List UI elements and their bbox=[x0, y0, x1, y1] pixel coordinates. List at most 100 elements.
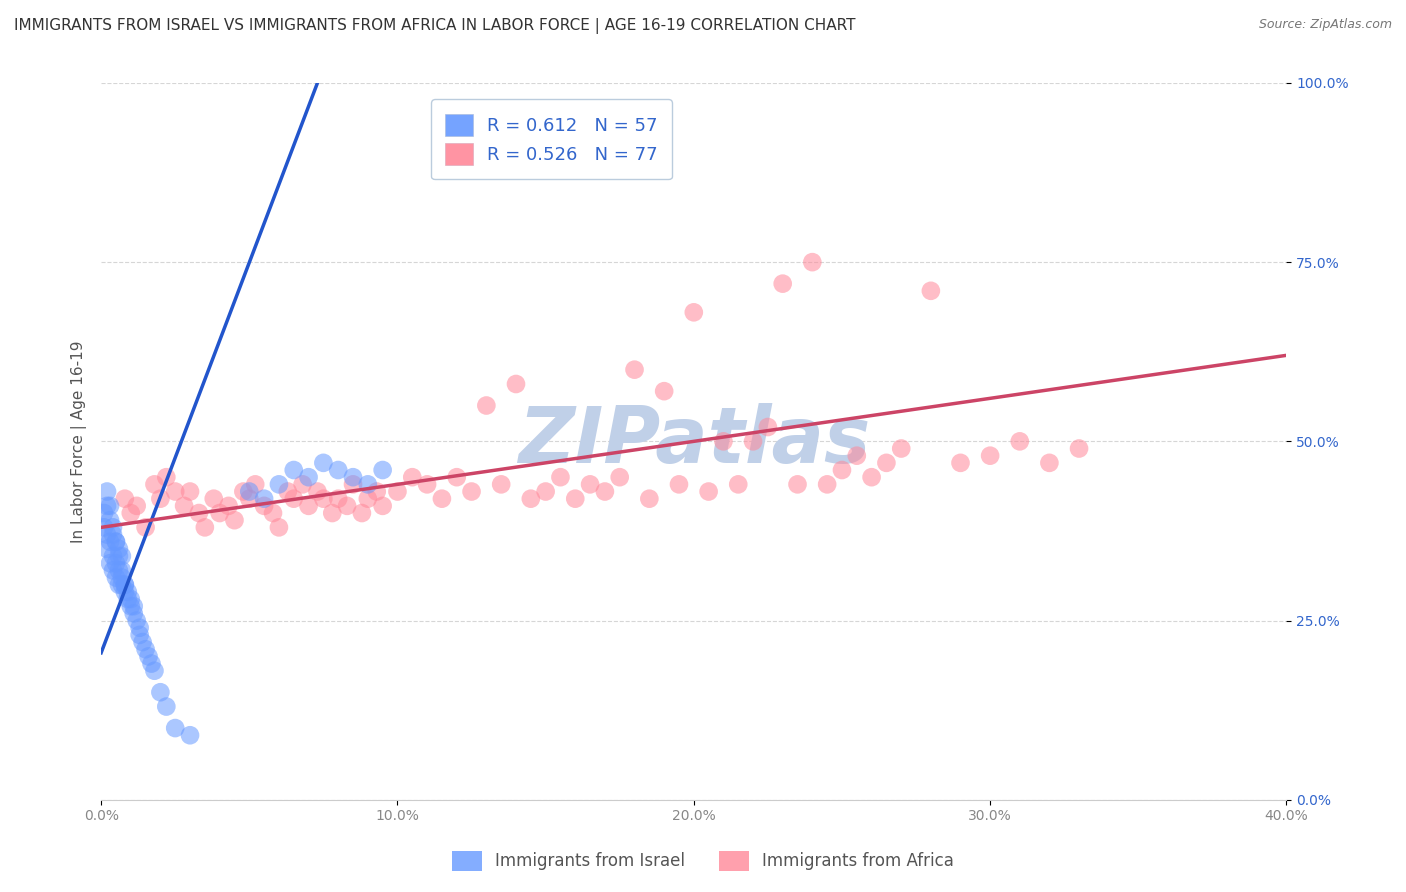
Point bbox=[117, 592, 139, 607]
Point bbox=[366, 484, 388, 499]
Point bbox=[321, 506, 343, 520]
Point bbox=[155, 699, 177, 714]
Point bbox=[122, 599, 145, 614]
Point bbox=[125, 499, 148, 513]
Point bbox=[253, 499, 276, 513]
Point bbox=[125, 614, 148, 628]
Point bbox=[149, 491, 172, 506]
Point bbox=[756, 420, 779, 434]
Point bbox=[593, 484, 616, 499]
Point bbox=[505, 376, 527, 391]
Point bbox=[120, 599, 142, 614]
Point bbox=[342, 477, 364, 491]
Point bbox=[93, 506, 115, 520]
Point bbox=[534, 484, 557, 499]
Point bbox=[623, 362, 645, 376]
Point bbox=[232, 484, 254, 499]
Point bbox=[114, 491, 136, 506]
Point bbox=[141, 657, 163, 671]
Point bbox=[111, 570, 134, 584]
Point bbox=[122, 607, 145, 621]
Point bbox=[165, 484, 187, 499]
Point bbox=[371, 463, 394, 477]
Point bbox=[328, 463, 350, 477]
Text: IMMIGRANTS FROM ISRAEL VS IMMIGRANTS FROM AFRICA IN LABOR FORCE | AGE 16-19 CORR: IMMIGRANTS FROM ISRAEL VS IMMIGRANTS FRO… bbox=[14, 18, 856, 34]
Point bbox=[949, 456, 972, 470]
Point bbox=[104, 556, 127, 570]
Point bbox=[890, 442, 912, 456]
Point bbox=[312, 491, 335, 506]
Point bbox=[208, 506, 231, 520]
Point bbox=[131, 635, 153, 649]
Point bbox=[179, 728, 201, 742]
Point bbox=[104, 534, 127, 549]
Point bbox=[638, 491, 661, 506]
Point bbox=[401, 470, 423, 484]
Point bbox=[117, 585, 139, 599]
Point bbox=[101, 520, 124, 534]
Point bbox=[96, 484, 118, 499]
Point bbox=[875, 456, 897, 470]
Point bbox=[187, 506, 209, 520]
Point bbox=[336, 499, 359, 513]
Point bbox=[108, 549, 131, 563]
Point bbox=[283, 463, 305, 477]
Point bbox=[342, 470, 364, 484]
Point bbox=[742, 434, 765, 449]
Point bbox=[1038, 456, 1060, 470]
Point bbox=[520, 491, 543, 506]
Point bbox=[173, 499, 195, 513]
Text: ZIPatlas: ZIPatlas bbox=[517, 403, 870, 479]
Point bbox=[609, 470, 631, 484]
Point bbox=[291, 477, 314, 491]
Point bbox=[194, 520, 217, 534]
Point bbox=[128, 628, 150, 642]
Point bbox=[920, 284, 942, 298]
Point bbox=[727, 477, 749, 491]
Point bbox=[120, 506, 142, 520]
Point bbox=[267, 477, 290, 491]
Point bbox=[104, 534, 127, 549]
Point bbox=[253, 491, 276, 506]
Point bbox=[267, 520, 290, 534]
Point bbox=[108, 563, 131, 577]
Point bbox=[860, 470, 883, 484]
Point bbox=[143, 477, 166, 491]
Point bbox=[772, 277, 794, 291]
Point bbox=[460, 484, 482, 499]
Point bbox=[98, 556, 121, 570]
Point bbox=[831, 463, 853, 477]
Point bbox=[550, 470, 572, 484]
Point bbox=[114, 578, 136, 592]
Point bbox=[652, 384, 675, 399]
Point bbox=[108, 578, 131, 592]
Point bbox=[416, 477, 439, 491]
Point bbox=[579, 477, 602, 491]
Point bbox=[283, 491, 305, 506]
Point bbox=[357, 491, 380, 506]
Point bbox=[277, 484, 299, 499]
Point bbox=[786, 477, 808, 491]
Point bbox=[96, 499, 118, 513]
Point bbox=[1008, 434, 1031, 449]
Point bbox=[668, 477, 690, 491]
Point bbox=[357, 477, 380, 491]
Point bbox=[224, 513, 246, 527]
Point bbox=[297, 470, 319, 484]
Legend: R = 0.612   N = 57, R = 0.526   N = 77: R = 0.612 N = 57, R = 0.526 N = 77 bbox=[432, 99, 672, 179]
Point bbox=[108, 541, 131, 556]
Point bbox=[328, 491, 350, 506]
Point bbox=[128, 621, 150, 635]
Point bbox=[238, 484, 260, 499]
Point bbox=[111, 563, 134, 577]
Point bbox=[111, 578, 134, 592]
Text: Source: ZipAtlas.com: Source: ZipAtlas.com bbox=[1258, 18, 1392, 31]
Point bbox=[245, 477, 267, 491]
Point bbox=[446, 470, 468, 484]
Point bbox=[564, 491, 586, 506]
Point bbox=[96, 541, 118, 556]
Point bbox=[135, 642, 157, 657]
Point bbox=[120, 592, 142, 607]
Point bbox=[165, 721, 187, 735]
Point bbox=[387, 484, 409, 499]
